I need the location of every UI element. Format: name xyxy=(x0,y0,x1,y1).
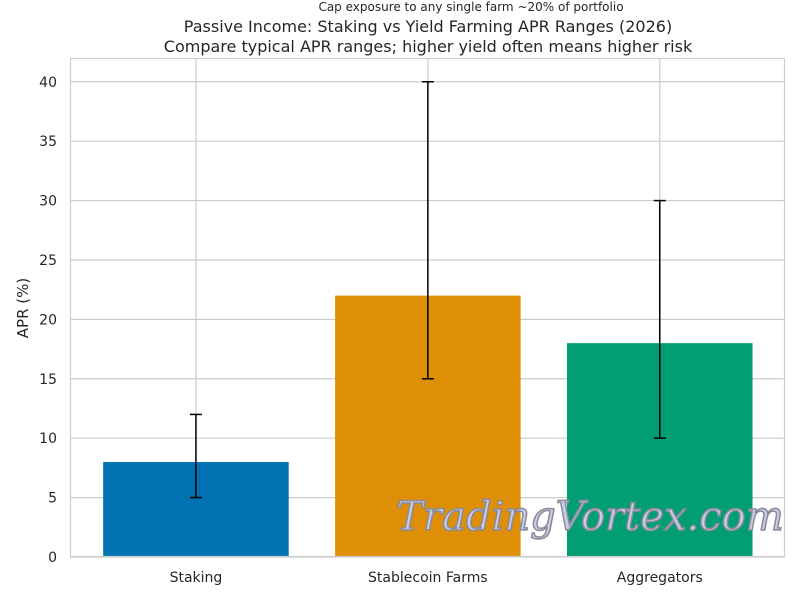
y-tick-label: 15 xyxy=(39,372,57,388)
annotation: Cap exposure to any single farm ~20% of … xyxy=(318,0,623,14)
x-tick-label: Staking xyxy=(170,570,223,586)
chart-title: Passive Income: Staking vs Yield Farming… xyxy=(184,17,672,36)
y-tick-label: 5 xyxy=(48,491,57,507)
y-tick-label: 20 xyxy=(39,312,57,328)
y-tick-label: 30 xyxy=(39,194,57,210)
x-tick-label: Aggregators xyxy=(617,570,703,586)
y-tick-label: 35 xyxy=(39,134,57,150)
y-tick-label: 25 xyxy=(39,253,57,269)
y-axis-label: APR (%) xyxy=(14,278,32,338)
chart-subtitle: Compare typical APR ranges; higher yield… xyxy=(164,37,693,56)
y-tick-label: 10 xyxy=(39,431,57,447)
y-tick-label: 40 xyxy=(39,75,57,91)
y-tick-label: 0 xyxy=(48,550,57,566)
x-tick-label: Stablecoin Farms xyxy=(368,570,488,586)
watermark: TradingVortex.com xyxy=(396,494,783,540)
plot-frame xyxy=(69,57,786,558)
